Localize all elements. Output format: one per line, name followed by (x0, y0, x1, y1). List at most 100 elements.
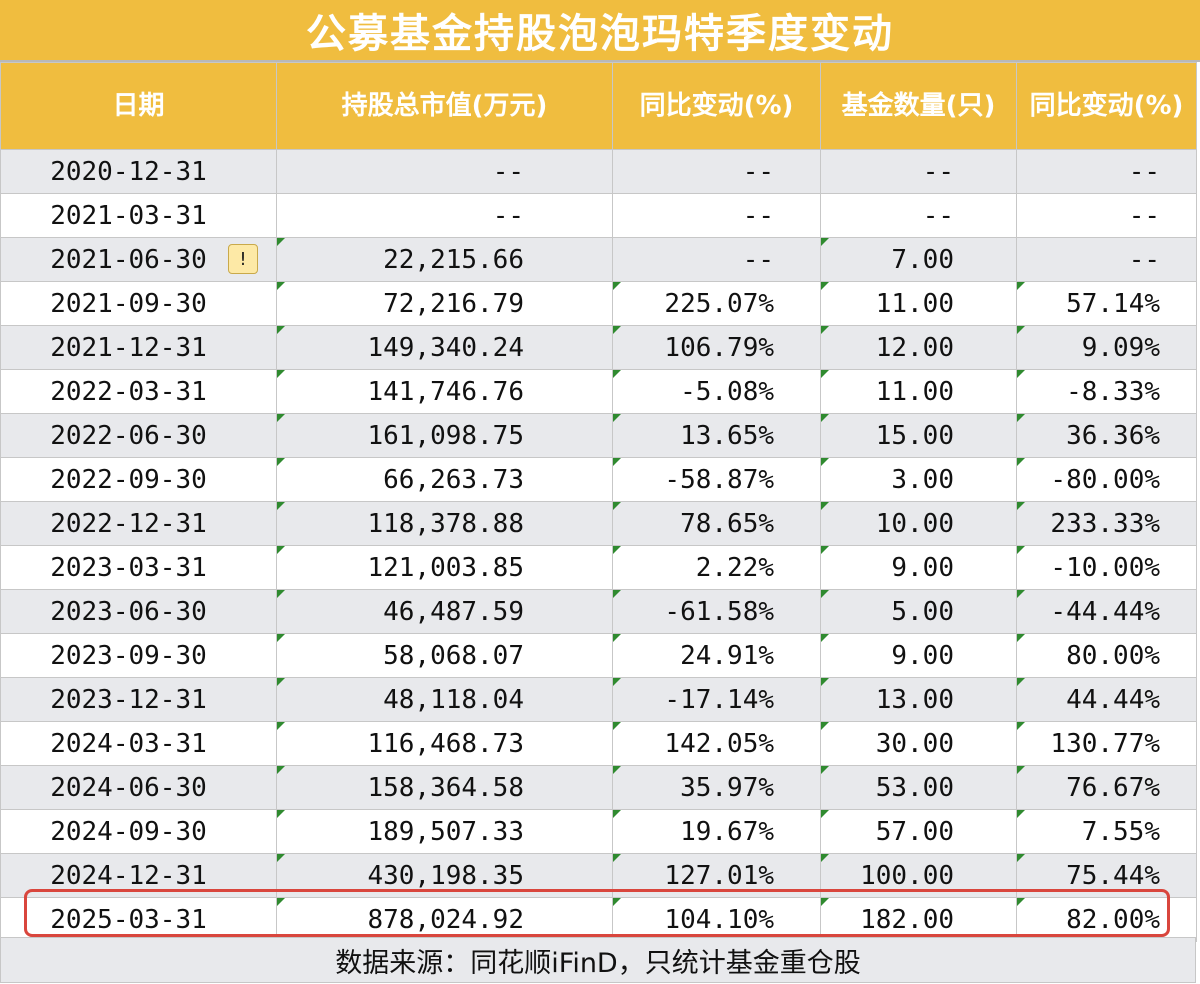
cell-value-yoy: 142.05% (612, 721, 821, 766)
cell-date-text: 2023-06-30 (50, 596, 207, 627)
table-row: 2024-03-31 116,468.73 142.05% 30.00 130.77% (0, 721, 1197, 766)
cell-fund-count-text: 11.00 (875, 288, 954, 319)
cell-count-yoy-text: 9.09% (1081, 332, 1160, 363)
cell-date-text: 2021-09-30 (50, 288, 207, 319)
cell-market-value-text: 58,068.07 (383, 640, 524, 671)
cell-count-yoy: 75.44% (1016, 853, 1197, 898)
cell-count-yoy: 76.67% (1016, 765, 1197, 810)
table-row: 2025-03-31 878,024.92 104.10% 182.00 82.00% (0, 897, 1197, 942)
table-row: 2021-06-30! 22,215.66 -- 7.00 -- (0, 237, 1197, 282)
cell-fund-count: 5.00 (820, 589, 1017, 634)
cell-fund-count: 100.00 (820, 853, 1017, 898)
cell-count-yoy: -8.33% (1016, 369, 1197, 414)
cell-date-text: 2020-12-31 (50, 156, 207, 187)
cell-count-yoy: 36.36% (1016, 413, 1197, 458)
cell-fund-count: -- (820, 149, 1017, 194)
cell-market-value: 66,263.73 (276, 457, 613, 502)
cell-market-value-text: 121,003.85 (367, 552, 524, 583)
cell-count-yoy-text: 80.00% (1066, 640, 1160, 671)
cell-value-yoy-text: -61.58% (664, 596, 774, 627)
cell-market-value: -- (276, 149, 613, 194)
cell-count-yoy-text: -10.00% (1050, 552, 1160, 583)
cell-count-yoy: 82.00% (1016, 897, 1197, 942)
cell-value-yoy-text: -17.14% (664, 684, 774, 715)
cell-market-value: 189,507.33 (276, 809, 613, 854)
cell-date: 2024-12-31 (0, 853, 277, 898)
cell-fund-count: 9.00 (820, 633, 1017, 678)
cell-date: 2022-03-31 (0, 369, 277, 414)
cell-market-value-text: 118,378.88 (367, 508, 524, 539)
header-fund-count: 基金数量(只) (820, 62, 1017, 150)
cell-count-yoy: -44.44% (1016, 589, 1197, 634)
cell-value-yoy: 104.10% (612, 897, 821, 942)
cell-market-value-text: 878,024.92 (367, 904, 524, 935)
cell-date-text: 2024-09-30 (50, 816, 207, 847)
cell-value-yoy-text: 24.91% (680, 640, 774, 671)
cell-market-value: 72,216.79 (276, 281, 613, 326)
cell-market-value: 58,068.07 (276, 633, 613, 678)
cell-count-yoy: -80.00% (1016, 457, 1197, 502)
cell-date: 2023-03-31 (0, 545, 277, 590)
cell-count-yoy: 57.14% (1016, 281, 1197, 326)
cell-fund-count: 57.00 (820, 809, 1017, 854)
cell-value-yoy: 78.65% (612, 501, 821, 546)
cell-date-text: 2025-03-31 (50, 904, 207, 935)
cell-date-text: 2022-03-31 (50, 376, 207, 407)
cell-count-yoy-text: -- (1128, 156, 1160, 187)
warning-icon[interactable]: ! (228, 244, 258, 274)
cell-value-yoy: 2.22% (612, 545, 821, 590)
cell-value-yoy: -- (612, 237, 821, 282)
cell-date: 2023-09-30 (0, 633, 277, 678)
cell-market-value: 158,364.58 (276, 765, 613, 810)
cell-market-value-text: 22,215.66 (383, 244, 524, 275)
cell-count-yoy: 130.77% (1016, 721, 1197, 766)
cell-value-yoy-text: 2.22% (695, 552, 774, 583)
table-row: 2024-06-30 158,364.58 35.97% 53.00 76.67% (0, 765, 1197, 810)
cell-value-yoy-text: 127.01% (664, 860, 774, 891)
source-note: 数据来源：同花顺iFinD，只统计基金重仓股 (0, 937, 1196, 983)
cell-fund-count-text: 53.00 (875, 772, 954, 803)
cell-value-yoy: -17.14% (612, 677, 821, 722)
cell-count-yoy: -- (1016, 237, 1197, 282)
cell-value-yoy: 127.01% (612, 853, 821, 898)
cell-value-yoy-text: 19.67% (680, 816, 774, 847)
cell-market-value-text: 189,507.33 (367, 816, 524, 847)
cell-value-yoy-text: -- (742, 244, 774, 275)
cell-date: 2024-03-31 (0, 721, 277, 766)
cell-count-yoy-text: -- (1128, 200, 1160, 231)
table-row: 2023-03-31 121,003.85 2.22% 9.00 -10.00% (0, 545, 1197, 590)
cell-count-yoy-text: 36.36% (1066, 420, 1160, 451)
cell-value-yoy: 225.07% (612, 281, 821, 326)
cell-market-value-text: 141,746.76 (367, 376, 524, 407)
cell-fund-count-text: 182.00 (860, 904, 954, 935)
cell-value-yoy-text: 104.10% (664, 904, 774, 935)
cell-fund-count: 53.00 (820, 765, 1017, 810)
table-row: 2022-03-31 141,746.76 -5.08% 11.00 -8.33% (0, 369, 1197, 414)
cell-value-yoy-text: 225.07% (664, 288, 774, 319)
cell-count-yoy-text: -44.44% (1050, 596, 1160, 627)
cell-fund-count-text: 12.00 (875, 332, 954, 363)
cell-date: 2021-09-30 (0, 281, 277, 326)
cell-fund-count-text: 30.00 (875, 728, 954, 759)
table-row: 2022-12-31 118,378.88 78.65% 10.00 233.33% (0, 501, 1197, 546)
cell-market-value: 118,378.88 (276, 501, 613, 546)
cell-fund-count-text: 7.00 (891, 244, 954, 275)
cell-value-yoy: -58.87% (612, 457, 821, 502)
cell-count-yoy: -- (1016, 193, 1197, 238)
cell-count-yoy: 233.33% (1016, 501, 1197, 546)
cell-value-yoy-text: 13.65% (680, 420, 774, 451)
header-date: 日期 (0, 62, 277, 150)
cell-count-yoy: 9.09% (1016, 325, 1197, 370)
cell-count-yoy-text: 44.44% (1066, 684, 1160, 715)
cell-date-text: 2022-09-30 (50, 464, 207, 495)
cell-date: 2025-03-31 (0, 897, 277, 942)
cell-value-yoy-text: -58.87% (664, 464, 774, 495)
warning-glyph: ! (239, 248, 247, 270)
cell-count-yoy-text: 57.14% (1066, 288, 1160, 319)
table-row: 2021-03-31 -- -- -- -- (0, 193, 1197, 238)
cell-value-yoy: 106.79% (612, 325, 821, 370)
cell-count-yoy: -- (1016, 149, 1197, 194)
cell-fund-count: 15.00 (820, 413, 1017, 458)
cell-value-yoy: -- (612, 149, 821, 194)
cell-value-yoy: -61.58% (612, 589, 821, 634)
